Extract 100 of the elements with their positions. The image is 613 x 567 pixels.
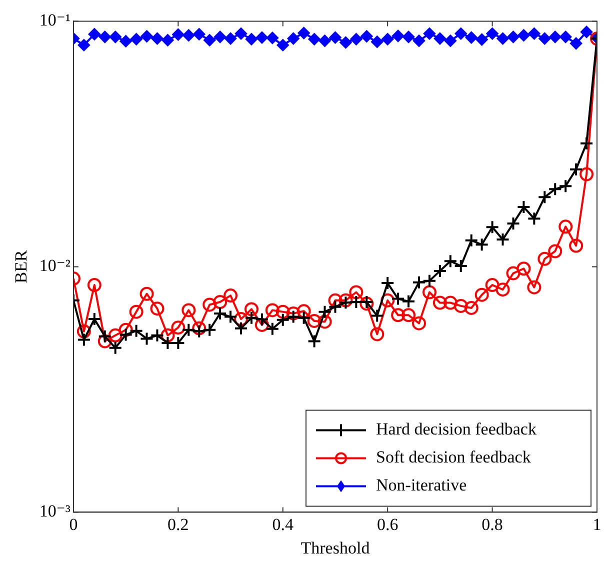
point [98, 30, 111, 43]
point [485, 278, 500, 292]
point [516, 262, 531, 276]
point [391, 308, 406, 322]
point [76, 332, 91, 347]
point [454, 28, 467, 40]
point [444, 34, 456, 47]
point [296, 310, 311, 325]
point [202, 322, 217, 337]
x-tick-label: 0.4 [272, 514, 294, 534]
point [560, 30, 572, 43]
point [224, 32, 237, 45]
point [527, 212, 542, 226]
point [256, 32, 268, 44]
point [413, 34, 425, 47]
point [171, 320, 186, 335]
point [360, 30, 373, 42]
x-tick-label: 1 [592, 514, 602, 534]
point [109, 30, 122, 43]
point [140, 286, 154, 301]
point [474, 288, 489, 302]
point [485, 220, 500, 234]
point [496, 232, 510, 247]
x-axis-title: Threshold [300, 538, 370, 558]
point [518, 29, 530, 42]
y-tick-label: 10⁻¹ [39, 10, 70, 30]
x-tick-label: 0 [69, 514, 78, 534]
point [496, 282, 510, 297]
point [76, 324, 91, 338]
point [245, 33, 258, 46]
point [432, 264, 447, 278]
point [120, 35, 132, 48]
point [402, 308, 416, 322]
point [516, 200, 531, 214]
point [192, 321, 206, 336]
point [329, 32, 342, 44]
point [454, 298, 468, 313]
point [548, 182, 562, 196]
point [88, 28, 100, 40]
point [118, 328, 133, 342]
point [443, 296, 458, 310]
point [202, 298, 217, 312]
x-tick-label: 0.2 [168, 514, 189, 534]
point [570, 37, 582, 50]
point [474, 238, 489, 252]
point [213, 295, 228, 310]
point [160, 328, 175, 342]
point [349, 285, 364, 300]
legend-label: Hard decision feedback [376, 420, 537, 439]
point [340, 36, 352, 48]
point [204, 34, 216, 46]
point [338, 296, 353, 310]
point [412, 316, 426, 330]
point [254, 312, 269, 326]
point [192, 324, 206, 338]
legend-label: Non-iterative [376, 476, 467, 495]
point [370, 308, 384, 323]
point [380, 293, 395, 308]
point [234, 312, 248, 326]
point [371, 36, 384, 48]
point [307, 334, 322, 348]
point [538, 252, 552, 266]
point [234, 321, 248, 336]
point [87, 312, 102, 326]
point [276, 39, 289, 52]
y-tick-label: 10⁻³ [39, 502, 70, 521]
point [558, 179, 573, 194]
point [528, 28, 540, 40]
point [391, 292, 406, 306]
point [402, 294, 416, 308]
point [392, 30, 404, 42]
point [108, 328, 122, 342]
point [548, 244, 562, 258]
point [78, 39, 90, 52]
point [193, 28, 206, 40]
point [402, 30, 415, 43]
point [140, 30, 153, 42]
point [151, 32, 164, 45]
point [569, 162, 584, 176]
point [350, 33, 362, 46]
point [308, 33, 320, 46]
point [87, 278, 102, 292]
point [286, 310, 300, 324]
point [224, 310, 238, 324]
point [476, 34, 488, 46]
point [422, 285, 436, 300]
point [443, 254, 458, 268]
point [569, 238, 584, 253]
point [506, 266, 520, 280]
point [213, 306, 228, 320]
point [318, 304, 332, 319]
point [276, 312, 290, 327]
point [538, 190, 552, 204]
point [224, 288, 238, 303]
point [580, 136, 594, 150]
point [496, 32, 509, 45]
point [129, 304, 144, 319]
point [318, 314, 332, 329]
point [276, 304, 290, 319]
point [412, 275, 426, 290]
